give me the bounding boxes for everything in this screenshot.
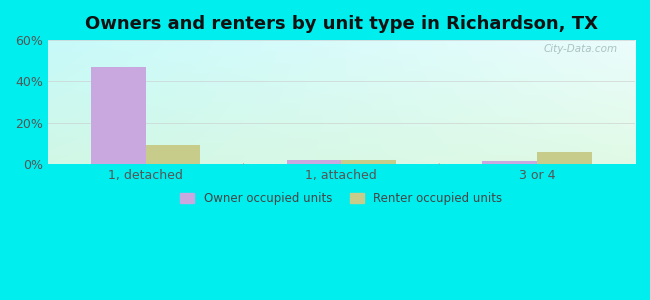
Bar [537, 152, 592, 164]
Title: Owners and renters by unit type in Richardson, TX: Owners and renters by unit type in Richa… [85, 15, 598, 33]
Text: City-Data.com: City-Data.com [543, 44, 618, 54]
Bar [146, 145, 200, 164]
Legend: Owner occupied units, Renter occupied units: Owner occupied units, Renter occupied un… [176, 188, 507, 210]
Bar [482, 161, 537, 164]
Bar [91, 67, 146, 164]
Bar [287, 160, 341, 164]
Bar [341, 160, 396, 164]
